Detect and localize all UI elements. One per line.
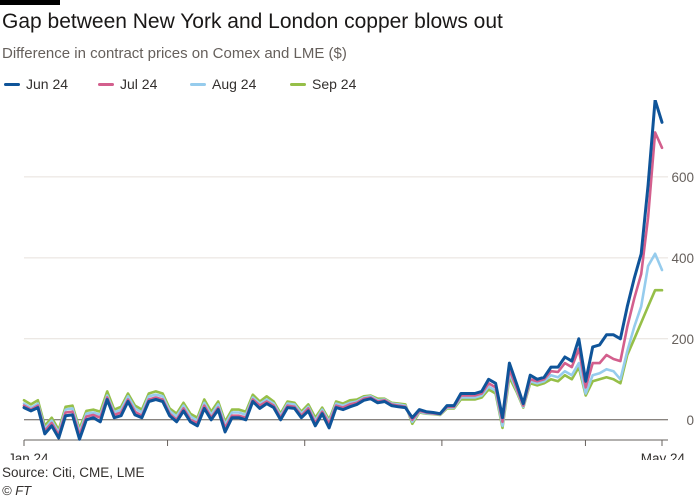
y-tick-label: 600 xyxy=(671,170,694,185)
chart-subtitle: Difference in contract prices on Comex a… xyxy=(2,45,347,62)
legend-swatch-jun-24 xyxy=(4,82,20,86)
line-chart: 0 200 400 600 Jan 24 May 24 xyxy=(8,100,694,460)
copyright-credit: © FT xyxy=(2,483,32,498)
series-line-aug-24 xyxy=(22,252,664,435)
x-tick-label-end: May 24 xyxy=(641,451,686,460)
legend-item-sep-24: Sep 24 xyxy=(290,76,356,92)
y-tick-label: 0 xyxy=(686,413,694,428)
legend-item-aug-24: Aug 24 xyxy=(190,76,256,92)
legend-label-jul-24: Jul 24 xyxy=(120,76,158,92)
legend-item-jun-24: Jun 24 xyxy=(4,76,68,92)
source-note: Source: Citi, CME, LME xyxy=(2,465,145,480)
legend-swatch-jul-24 xyxy=(98,82,114,86)
y-tick-label: 400 xyxy=(671,251,694,266)
legend-swatch-aug-24 xyxy=(190,82,206,86)
brand-bar xyxy=(0,0,60,5)
series-line-jun-24 xyxy=(22,100,664,441)
legend-label-aug-24: Aug 24 xyxy=(212,76,257,92)
chart-title: Gap between New York and London copper b… xyxy=(2,10,503,33)
x-tick-label-start: Jan 24 xyxy=(8,451,49,460)
y-tick-label: 200 xyxy=(671,332,694,347)
legend-item-jul-24: Jul 24 xyxy=(98,76,157,92)
legend-label-sep-24: Sep 24 xyxy=(312,76,357,92)
series-line-sep-24 xyxy=(22,288,664,432)
series-line-jul-24 xyxy=(22,131,664,437)
legend-label-jun-24: Jun 24 xyxy=(26,76,69,92)
legend-swatch-sep-24 xyxy=(290,82,306,86)
